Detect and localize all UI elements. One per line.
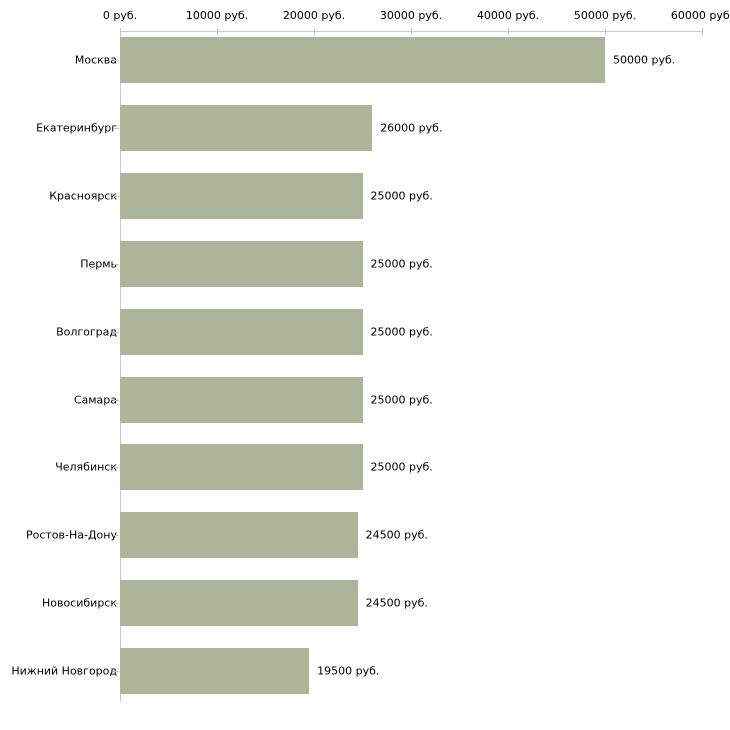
bar (120, 37, 605, 83)
x-tick-mark (605, 28, 606, 35)
category-label: Челябинск (55, 460, 117, 474)
x-tick-label: 10000 руб. (185, 9, 249, 22)
y-tick-mark (113, 467, 119, 469)
y-tick-mark (113, 399, 119, 401)
category-label: Москва (74, 53, 117, 67)
value-label: 26000 руб. (380, 121, 443, 135)
value-label: 19500 руб. (317, 664, 380, 678)
category-label: Самара (73, 393, 117, 406)
y-axis-line (120, 31, 121, 703)
value-label: 24500 руб. (365, 528, 428, 542)
x-tick-label: 60000 руб. (670, 9, 730, 22)
x-tick-mark (508, 28, 509, 35)
y-tick-mark (113, 535, 119, 537)
category-label: Новосибирск (41, 596, 117, 610)
category-label: Нижний Новгород (11, 664, 117, 678)
category-label: Красноярск (49, 189, 117, 203)
value-label: 25000 руб. (370, 460, 433, 474)
bar (120, 648, 310, 695)
category-label: Пермь (80, 257, 117, 271)
x-tick-mark (217, 28, 218, 35)
y-tick-mark (113, 603, 119, 605)
x-tick-mark (120, 28, 121, 35)
bar (120, 580, 358, 627)
bar (120, 308, 363, 355)
y-tick-mark (113, 263, 119, 265)
bar (120, 512, 358, 559)
value-label: 25000 руб. (370, 257, 433, 271)
x-tick-mark (411, 28, 412, 35)
y-tick-mark (113, 195, 119, 197)
x-tick-mark (702, 28, 703, 35)
value-label: 50000 руб. (613, 53, 676, 67)
bar (120, 240, 363, 287)
x-tick-label: 50000 руб. (573, 9, 637, 22)
value-label: 24500 руб. (365, 596, 428, 610)
x-tick-mark (314, 28, 315, 35)
y-tick-mark (113, 331, 119, 333)
y-tick-mark (113, 127, 119, 129)
bar (120, 444, 363, 491)
category-label: Екатеринбург (36, 121, 117, 135)
category-label: Ростов-На-Дону (25, 528, 117, 542)
value-label: 25000 руб. (370, 189, 433, 203)
x-tick-label: 40000 руб. (476, 9, 540, 22)
x-tick-label: 30000 руб. (379, 9, 443, 22)
y-tick-mark (113, 671, 119, 673)
x-tick-label: 20000 руб. (282, 9, 346, 22)
x-tick-label: 0 руб. (102, 9, 138, 22)
value-label: 25000 руб. (370, 325, 433, 339)
y-tick-mark (113, 60, 119, 61)
category-label: Волгоград (56, 325, 117, 339)
bar (120, 376, 363, 423)
bar (120, 104, 373, 151)
bar (120, 172, 363, 219)
value-label: 25000 руб. (370, 393, 433, 406)
